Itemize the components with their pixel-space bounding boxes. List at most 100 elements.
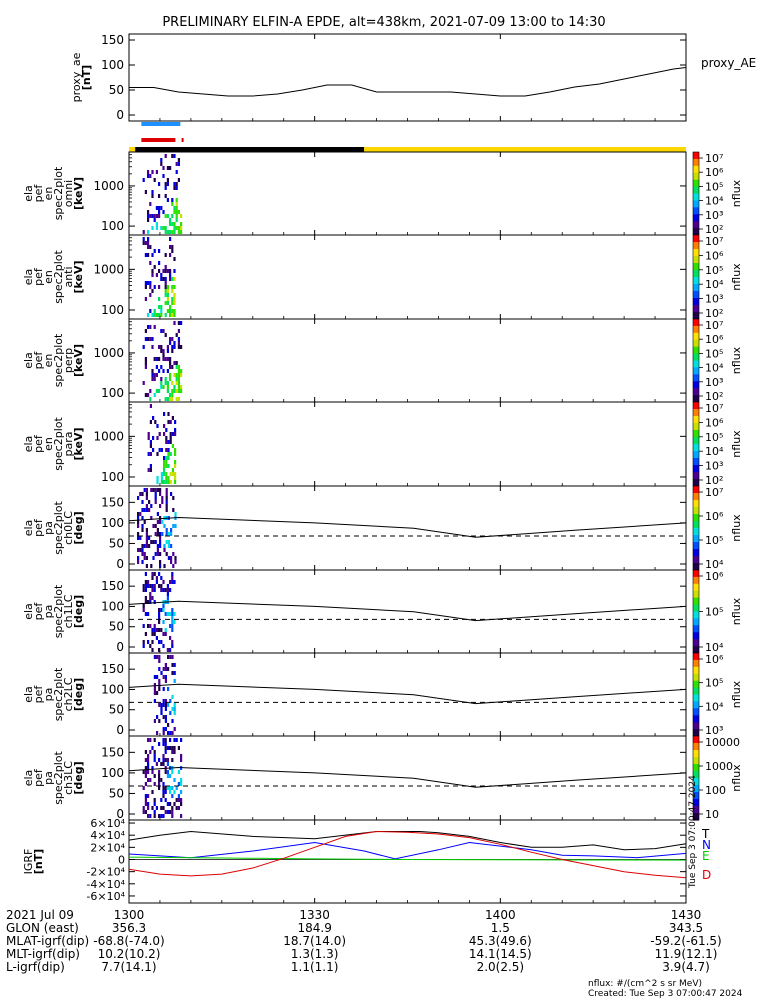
spectrogram-pixel (180, 345, 183, 349)
colorbar-segment (693, 463, 699, 466)
spectrogram-pixel (162, 385, 165, 389)
y-tick-label: 1000 (93, 262, 124, 276)
spectrogram-pixel (151, 632, 154, 636)
colorbar-segment (693, 615, 699, 618)
spectrogram-pixel (164, 699, 167, 703)
spectrogram-pixel (153, 218, 156, 222)
colorbar-segment (693, 403, 699, 406)
spectrogram-pixel (149, 325, 152, 329)
colorbar-segment (693, 306, 699, 309)
colorbar-tick-label: 10⁴ (705, 558, 724, 571)
colorbar-segment (693, 274, 699, 277)
spectrogram-pixel (159, 564, 162, 568)
spectrogram-pixel (154, 552, 157, 556)
spectrogram-pixel (158, 285, 161, 289)
spectrogram-pixel (150, 488, 153, 492)
colorbar-segment (693, 579, 699, 582)
spectrogram-pixel (173, 186, 176, 190)
spectrogram-pixel (180, 778, 183, 782)
spectrogram-pixel (164, 265, 167, 269)
colorbar-segment (693, 338, 699, 341)
colorbar-segment (693, 157, 699, 160)
spectrogram-pixel (164, 194, 167, 198)
x-row-value: 10.2(10.2) (98, 947, 161, 961)
spectrogram-pixel (164, 381, 167, 385)
colorbar-segment (693, 389, 699, 392)
spectrogram-pixel (147, 640, 150, 644)
spectrogram-pixel (164, 707, 167, 711)
spectrogram-pixel (147, 337, 150, 341)
spectrogram-pixel (173, 257, 176, 261)
spectrogram-pixel (175, 806, 178, 810)
spectrogram-pixel (160, 226, 163, 230)
spectrogram-pixel (154, 532, 157, 536)
colorbar-segment (693, 438, 699, 441)
spectrogram-pixel (147, 770, 150, 774)
spectrogram-pixel (137, 520, 140, 524)
y-axis-label: [keV] (72, 177, 85, 210)
spectrogram-pixel (166, 345, 169, 349)
colorbar-segment (693, 597, 699, 600)
colorbar-tick-label: 10² (705, 474, 723, 487)
spectrogram-pixel (141, 492, 144, 496)
colorbar-segment (693, 289, 699, 292)
colorbar-segment (693, 386, 699, 389)
spectrogram-pixel (160, 377, 163, 381)
spectrogram-pixel (167, 456, 170, 460)
spectrogram-pixel (170, 492, 173, 496)
colorbar-segment (693, 425, 699, 428)
colorbar-segment (693, 458, 699, 460)
spectrogram-pixel (156, 476, 159, 480)
colorbar-segment (693, 629, 699, 632)
x-row-label: MLAT-igrf(dip) (6, 934, 89, 948)
colorbar-segment (693, 194, 699, 197)
panel-perp: 1001000elapefenspec2plotperp[keV]10²10³1… (22, 318, 743, 403)
spectrogram-pixel (151, 770, 154, 774)
colorbar-segment (693, 219, 699, 222)
spectrogram-pixel (151, 640, 154, 644)
spectrogram-pixel (169, 472, 172, 476)
colorbar-segment (693, 779, 699, 782)
colorbar-segment (693, 644, 699, 647)
spectrogram-pixel (166, 592, 169, 596)
spectrogram-pixel (171, 758, 174, 762)
colorbar-segment (693, 511, 699, 514)
spectrogram-pixel (166, 397, 169, 401)
spectrogram-pixel (142, 604, 145, 608)
colorbar-segment (693, 647, 699, 650)
spectrogram-pixel (160, 588, 163, 592)
y-axis-label: [deg] (72, 761, 85, 794)
y-tick-label: 0 (116, 557, 124, 571)
y-axis-label: [keV] (72, 427, 85, 460)
spectrogram-pixel (147, 452, 150, 456)
colorbar-segment (693, 585, 699, 588)
spectrogram-pixel (169, 222, 172, 226)
spectrogram-pixel (144, 758, 147, 762)
spectrogram-pixel (149, 814, 152, 818)
spectrogram-pixel (163, 412, 166, 416)
spectrogram-pixel (167, 687, 170, 691)
spectrogram-pixel (177, 365, 180, 369)
spectrogram-pixel (145, 492, 148, 496)
spectrogram-pixel (153, 393, 156, 397)
spectrogram-pixel (171, 814, 174, 818)
y-axis-label: ela (22, 185, 35, 202)
colorbar-segment (693, 226, 699, 229)
colorbar-segment (693, 249, 699, 251)
spectrogram-pixel (158, 206, 161, 210)
colorbar-tick-label: 1000 (705, 760, 733, 773)
spectrogram-pixel (158, 719, 161, 723)
spectrogram-pixel (153, 699, 156, 703)
loss-cone-line (128, 600, 687, 622)
spectrogram-pixel (158, 786, 161, 790)
y-tick-label: 50 (109, 83, 124, 97)
spectrogram-pixel (142, 241, 145, 245)
y-axis-label: pa (42, 688, 55, 702)
colorbar-segment (693, 417, 699, 420)
spectrogram-pixel (162, 357, 165, 361)
colorbar-segment (693, 400, 699, 403)
colorbar-segment (693, 164, 699, 167)
spectrogram-pixel (152, 416, 155, 420)
colorbar-segment (693, 773, 699, 776)
